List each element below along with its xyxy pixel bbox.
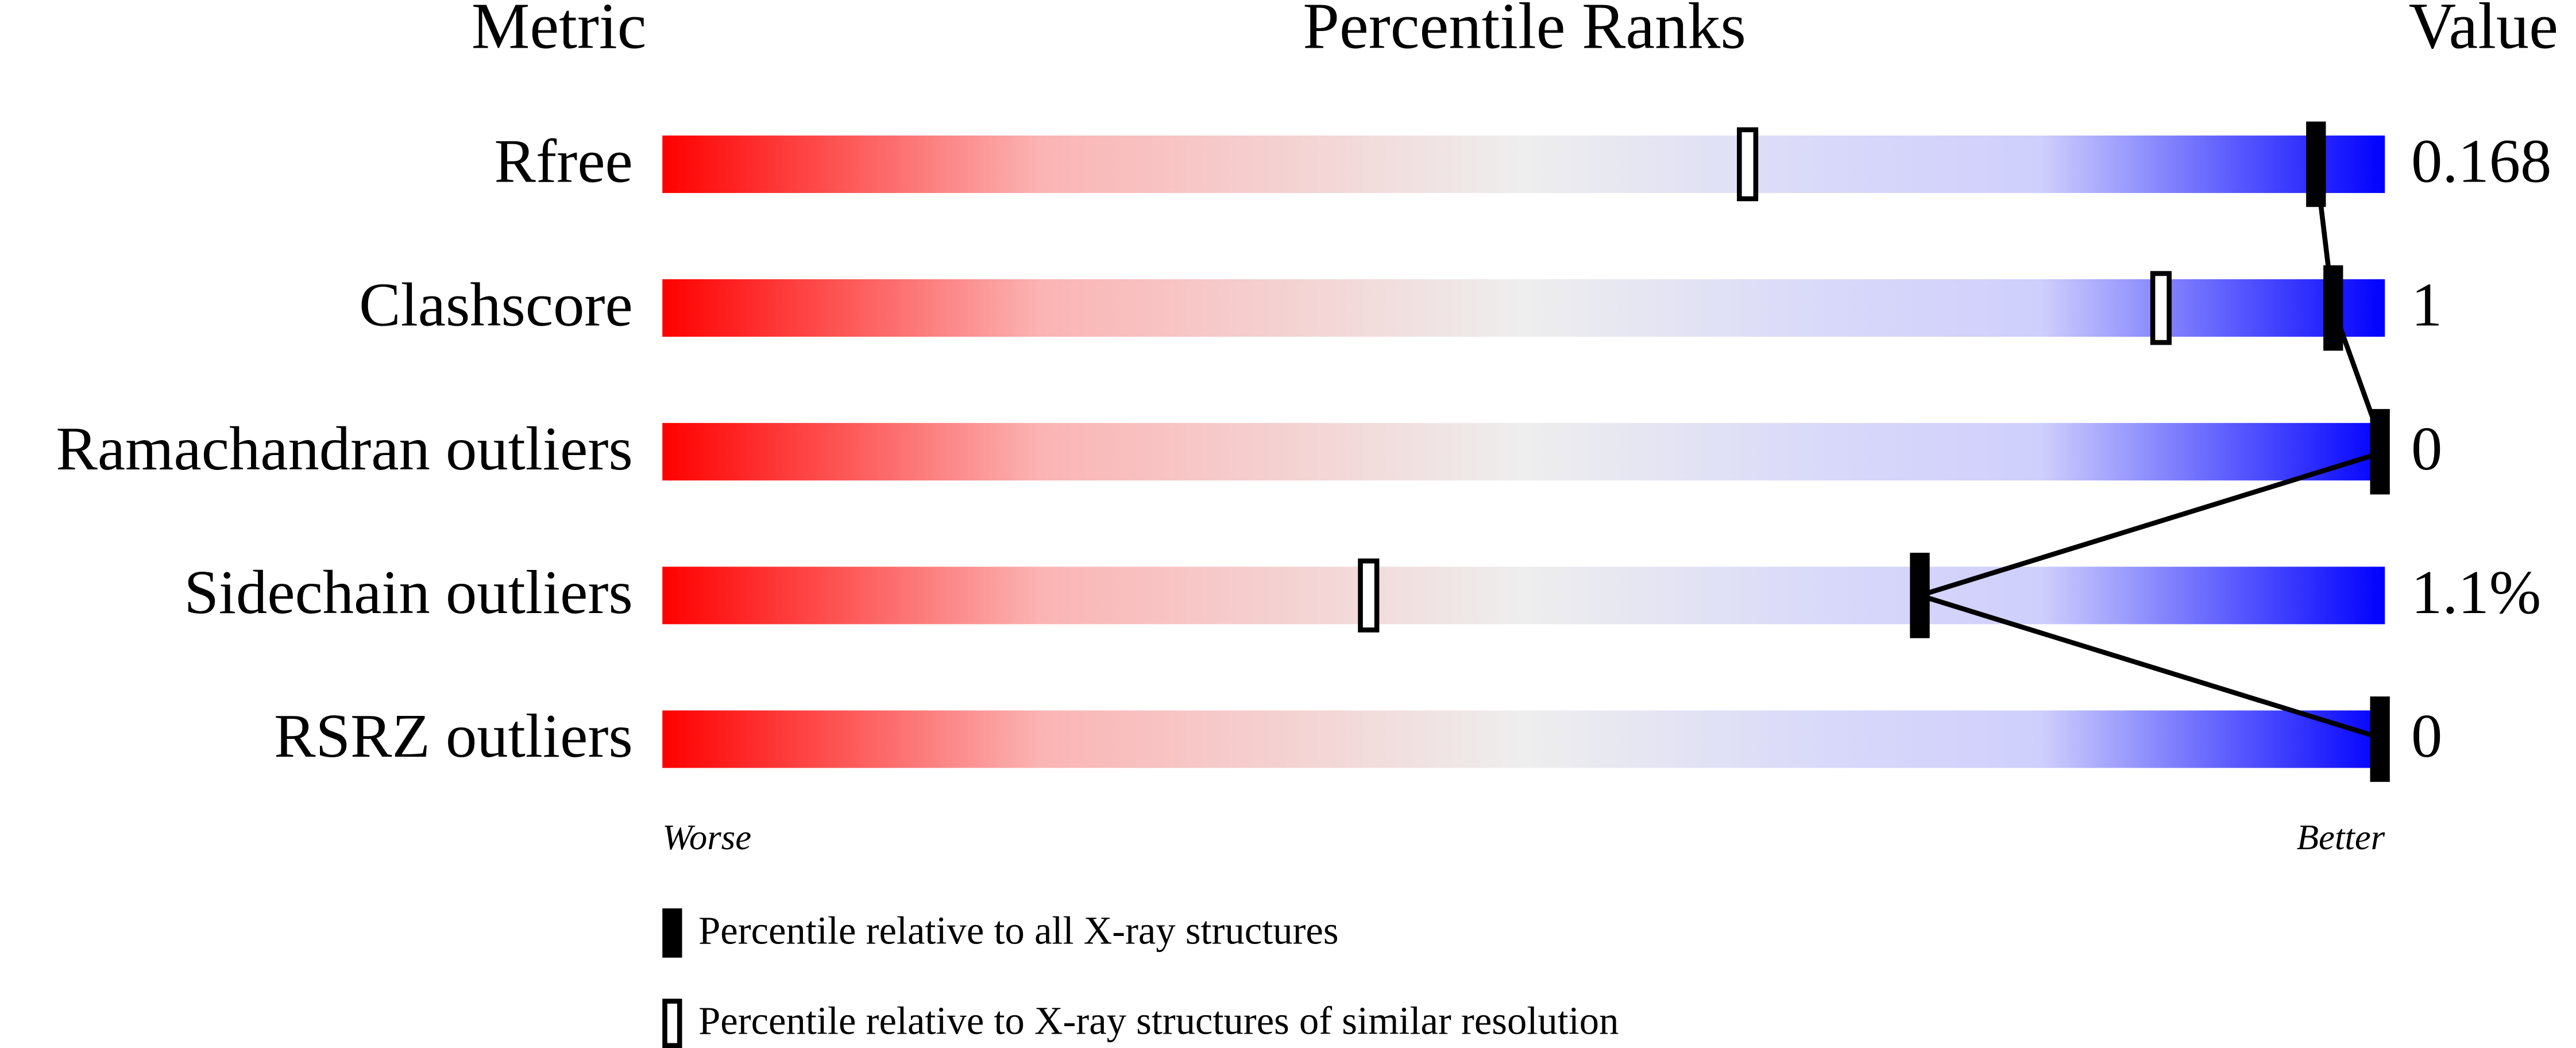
percentile-marker-similar <box>2150 271 2172 345</box>
percentile-marker-similar <box>1737 127 1759 202</box>
legend-swatch <box>662 908 682 958</box>
metric-label: Clashscore <box>359 271 633 340</box>
percentile-marker-similar <box>1358 558 1380 633</box>
percentile-marker-all <box>2306 121 2326 207</box>
percentile-marker-all <box>2370 696 2390 782</box>
percentile-marker-all <box>1910 553 1930 638</box>
percentile-bar <box>662 710 2385 768</box>
percentile-bar <box>662 279 2385 337</box>
column-header: Value <box>2409 0 2558 62</box>
metric-label: Rfree <box>495 127 633 196</box>
percentile-bar <box>662 567 2385 625</box>
percentile-marker-all <box>2323 265 2343 351</box>
column-header: Metric <box>472 0 647 62</box>
metric-label: Ramachandran outliers <box>56 414 632 483</box>
percentile-bar <box>662 423 2385 481</box>
metric-value: 0 <box>2411 702 2442 770</box>
better-label: Better <box>2297 817 2385 857</box>
legend-swatch <box>662 999 682 1048</box>
metric-label: Sidechain outliers <box>184 558 632 627</box>
metric-value: 1.1% <box>2411 558 2541 627</box>
metric-value: 0.168 <box>2411 127 2551 196</box>
percentile-bar <box>662 135 2385 193</box>
column-header: Percentile Ranks <box>1303 0 1746 62</box>
worse-label: Worse <box>662 817 751 857</box>
legend-label: Percentile relative to X-ray structures … <box>698 999 1619 1043</box>
legend-label: Percentile relative to all X-ray structu… <box>698 908 1338 952</box>
percentile-marker-all <box>2370 409 2390 495</box>
metric-label: RSRZ outliers <box>274 702 633 770</box>
metric-value: 0 <box>2411 414 2442 483</box>
metric-value: 1 <box>2411 271 2442 340</box>
